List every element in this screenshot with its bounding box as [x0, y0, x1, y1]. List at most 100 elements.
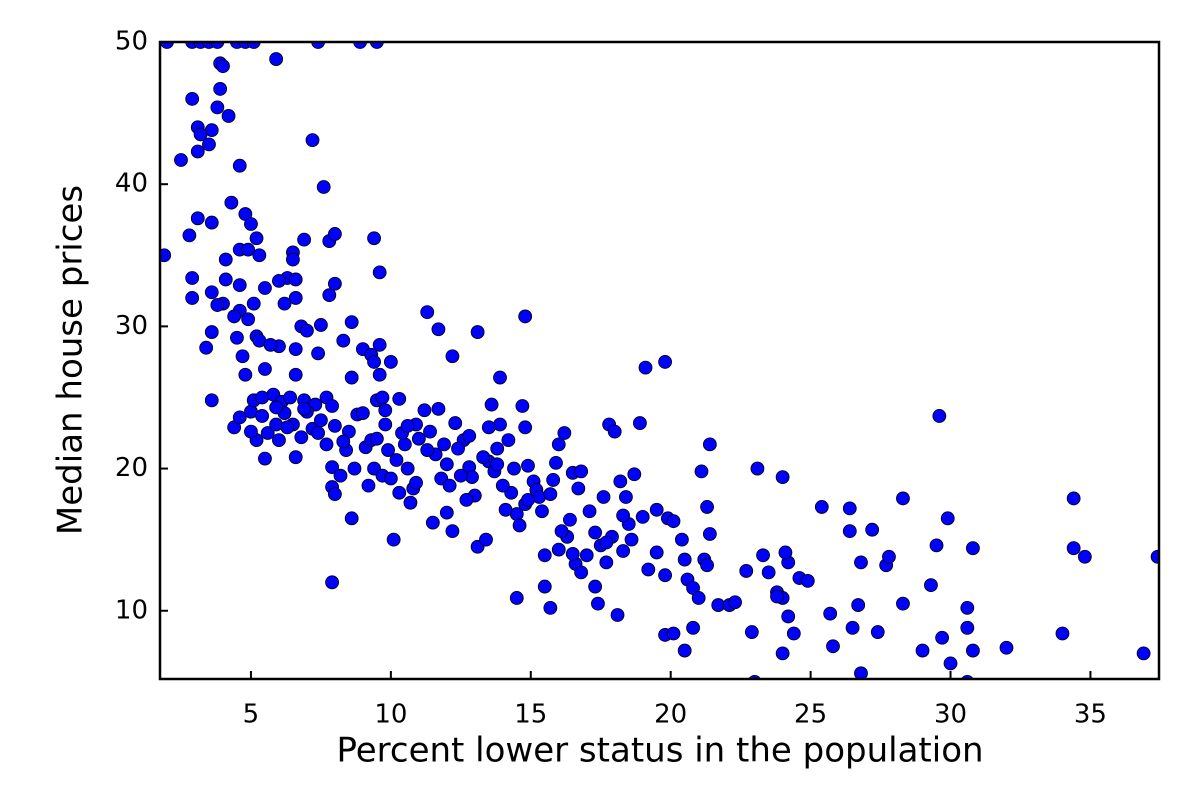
point: [574, 464, 589, 479]
point: [403, 495, 418, 510]
plot-frame: [158, 40, 1161, 681]
point: [272, 433, 286, 448]
point: [574, 565, 589, 580]
point: [495, 478, 510, 493]
point: [221, 109, 236, 123]
point: [367, 231, 381, 246]
x-tick-label: 30: [934, 700, 967, 730]
point: [411, 431, 426, 446]
point: [353, 42, 367, 49]
x-tick-label: 20: [654, 700, 687, 730]
point: [378, 403, 393, 418]
x-tick-label: 35: [1074, 700, 1107, 730]
point: [204, 285, 219, 300]
point: [507, 461, 521, 476]
point: [386, 532, 401, 547]
point: [666, 514, 681, 529]
point: [607, 424, 622, 439]
point: [437, 437, 451, 452]
point: [431, 322, 446, 337]
point: [425, 515, 440, 530]
point: [960, 601, 975, 615]
point: [470, 325, 485, 339]
point: [557, 426, 572, 440]
point: [322, 288, 337, 302]
point: [537, 548, 552, 563]
point: [389, 453, 404, 467]
point: [596, 490, 611, 504]
point: [286, 252, 300, 267]
point: [616, 544, 631, 558]
point: [204, 215, 219, 230]
point: [400, 419, 415, 433]
point: [512, 518, 527, 533]
point: [218, 272, 233, 287]
point: [677, 643, 692, 658]
point: [842, 501, 857, 516]
point: [325, 575, 339, 590]
point: [272, 273, 286, 288]
point: [700, 558, 714, 573]
point: [543, 487, 558, 502]
point: [702, 527, 717, 541]
point: [344, 315, 359, 330]
point: [333, 468, 348, 483]
point: [549, 455, 563, 470]
point: [459, 492, 474, 507]
point: [160, 248, 172, 263]
y-tick-label: 20: [115, 453, 148, 483]
point: [249, 231, 264, 246]
point: [319, 437, 334, 452]
point: [481, 420, 496, 435]
point: [674, 532, 689, 547]
point: [314, 413, 328, 428]
x-tick-label: 5: [243, 700, 260, 730]
point: [314, 318, 328, 332]
point: [409, 475, 423, 490]
point: [1066, 491, 1081, 506]
point: [224, 195, 239, 210]
point: [260, 426, 275, 440]
point: [269, 52, 284, 66]
point: [190, 144, 205, 159]
point: [633, 416, 647, 430]
point: [739, 564, 754, 578]
point: [325, 460, 339, 475]
point: [210, 42, 225, 49]
point: [448, 416, 463, 430]
point: [501, 433, 516, 448]
point: [288, 291, 303, 305]
point: [823, 606, 838, 621]
point: [535, 504, 549, 519]
point: [546, 473, 561, 487]
point: [750, 461, 765, 476]
point: [288, 272, 303, 287]
point: [305, 133, 320, 148]
point: [190, 211, 205, 226]
point: [210, 298, 225, 312]
point: [551, 437, 566, 452]
point: [932, 409, 947, 423]
point: [297, 401, 312, 416]
point: [316, 180, 331, 194]
point: [728, 595, 742, 610]
point: [288, 367, 303, 382]
point: [327, 419, 342, 433]
point: [786, 626, 801, 641]
x-axis-label: Percent lower status in the population: [336, 731, 983, 771]
point: [943, 656, 958, 671]
point: [554, 524, 569, 539]
point: [378, 417, 393, 432]
point: [361, 478, 376, 493]
point: [490, 441, 505, 456]
point: [882, 549, 896, 564]
point: [770, 589, 784, 604]
y-tick-label: 30: [115, 311, 148, 341]
point: [311, 426, 326, 440]
point: [255, 409, 270, 423]
point: [375, 390, 390, 405]
point: [744, 625, 759, 639]
point: [252, 248, 267, 263]
point: [297, 232, 312, 247]
